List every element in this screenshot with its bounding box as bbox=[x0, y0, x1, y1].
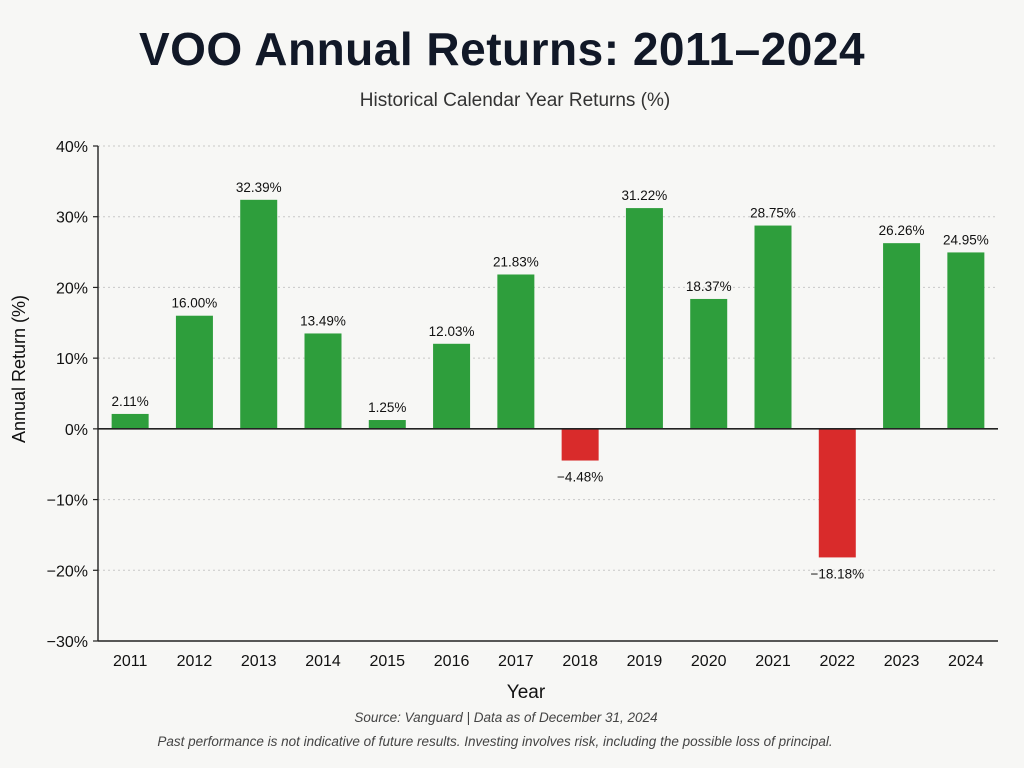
value-label-2020: 18.37% bbox=[686, 279, 732, 294]
bar-2019 bbox=[625, 208, 663, 429]
value-label-2022: −18.18% bbox=[810, 566, 864, 581]
x-tick-label-2011: 2011 bbox=[113, 653, 148, 670]
x-tick-label-2015: 2015 bbox=[369, 653, 405, 670]
value-label-2012: 16.00% bbox=[172, 296, 218, 311]
y-tick-label: −20% bbox=[47, 563, 88, 580]
value-label-2018: −4.48% bbox=[557, 470, 603, 485]
x-tick-label-2023: 2023 bbox=[884, 653, 920, 670]
bars bbox=[111, 199, 985, 558]
x-tick-label-2012: 2012 bbox=[177, 653, 213, 670]
chart-title: VOO Annual Returns: 2011–2024 bbox=[138, 23, 866, 75]
value-label-2019: 31.22% bbox=[622, 188, 668, 203]
bar-2014 bbox=[304, 333, 342, 429]
bar-2012 bbox=[175, 315, 213, 429]
bar-2013 bbox=[240, 199, 278, 429]
bar-2015 bbox=[368, 420, 406, 429]
bar-2011 bbox=[111, 413, 149, 429]
x-tick-label-2021: 2021 bbox=[755, 653, 791, 670]
value-label-2013: 32.39% bbox=[236, 180, 282, 195]
y-tick-label: 10% bbox=[56, 351, 88, 368]
x-tick-label-2022: 2022 bbox=[819, 653, 855, 670]
value-label-2021: 28.75% bbox=[750, 206, 796, 221]
bar-2024 bbox=[947, 252, 985, 429]
value-label-2017: 21.83% bbox=[493, 254, 539, 269]
source-note: Source: Vanguard | Data as of December 3… bbox=[354, 710, 658, 725]
bar-2016 bbox=[433, 343, 471, 429]
value-label-2014: 13.49% bbox=[300, 313, 346, 328]
value-label-2016: 12.03% bbox=[429, 324, 475, 339]
x-axis-title: Year bbox=[507, 682, 546, 703]
bar-2020 bbox=[690, 298, 728, 429]
value-label-2024: 24.95% bbox=[943, 232, 989, 247]
axes bbox=[93, 145, 998, 642]
y-tick-label: −10% bbox=[47, 493, 88, 510]
bar-2022 bbox=[818, 428, 856, 558]
y-tick-label: 40% bbox=[56, 139, 88, 156]
y-tick-label: 0% bbox=[65, 422, 88, 439]
y-tick-label: −30% bbox=[47, 634, 88, 651]
labels: 40% 30% 20% 10% 0% −10% −20% −30% 2.11% 2011 16.00… bbox=[9, 139, 989, 703]
bar-2021 bbox=[754, 225, 792, 429]
x-tick-label-2024: 2024 bbox=[948, 653, 984, 670]
bar-2018 bbox=[561, 428, 599, 461]
x-tick-label-2017: 2017 bbox=[498, 653, 534, 670]
y-axis-title: Annual Return (%) bbox=[9, 295, 29, 443]
x-tick-label-2013: 2013 bbox=[241, 653, 277, 670]
chart-subtitle: Historical Calendar Year Returns (%) bbox=[359, 90, 671, 111]
x-tick-label-2019: 2019 bbox=[627, 653, 663, 670]
value-label-2015: 1.25% bbox=[368, 400, 406, 415]
x-tick-label-2016: 2016 bbox=[434, 653, 470, 670]
x-tick-label-2014: 2014 bbox=[305, 653, 341, 670]
value-label-2023: 26.26% bbox=[879, 223, 925, 238]
bar-2017 bbox=[497, 274, 535, 429]
bar-2023 bbox=[883, 243, 921, 429]
y-tick-label: 30% bbox=[56, 210, 88, 227]
value-label-2011: 2.11% bbox=[112, 394, 149, 409]
disclaimer-note: Past performance is not indicative of fu… bbox=[157, 734, 833, 749]
x-tick-label-2020: 2020 bbox=[691, 653, 727, 670]
x-tick-label-2018: 2018 bbox=[562, 653, 598, 670]
y-tick-label: 20% bbox=[56, 280, 88, 297]
